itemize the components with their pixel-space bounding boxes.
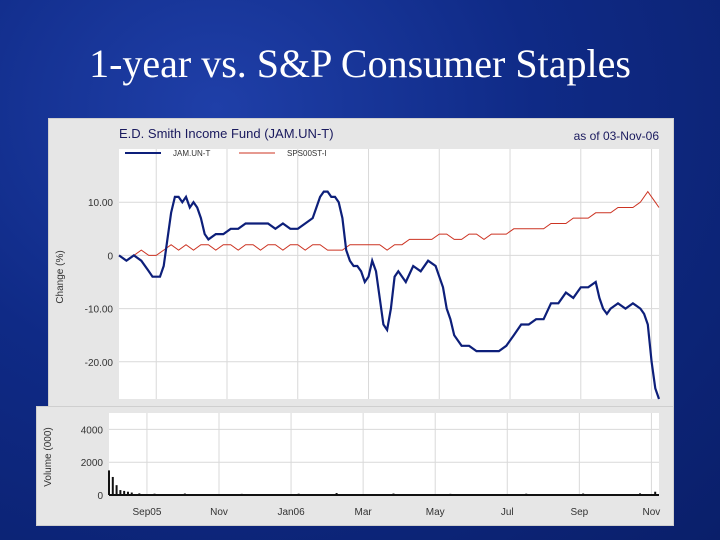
x-tick-label: Jul — [501, 507, 514, 518]
price-chart: 10.00 0 -10.00 -20.00 E.D. Smith Income Fun… — [55, 126, 661, 400]
volume-bar — [111, 476, 114, 495]
volume-chart-panel: 4000 2000 0 Sep05 Nov Jan06 Mar May Jul Sep Nov V… — [36, 406, 674, 526]
volume-plot-area — [109, 413, 659, 495]
x-tick-label: Jan06 — [277, 507, 305, 518]
y-tick-label: 2000 — [81, 458, 104, 469]
x-tick-label: Sep — [570, 507, 588, 518]
volume-bar — [123, 490, 126, 495]
legend-label-benchmark: SPS00ST-I — [287, 149, 327, 158]
volume-bar — [108, 470, 110, 495]
chart-title: E.D. Smith Income Fund (JAM.UN-T) — [119, 126, 334, 141]
volume-bar — [130, 492, 133, 495]
volume-bar — [126, 491, 129, 495]
x-tick-label: May — [426, 507, 445, 518]
slide-title: 1-year vs. S&P Consumer Staples — [89, 41, 631, 86]
price-grid — [119, 149, 659, 399]
x-tick-label: Nov — [643, 507, 661, 518]
plot-area — [119, 149, 659, 399]
volume-bar — [119, 490, 122, 495]
y-tick-label: -10.00 — [85, 305, 114, 316]
y-tick-label: 4000 — [81, 425, 104, 436]
volume-axis-label: Volume (000) — [43, 427, 54, 486]
x-tick-label: Sep05 — [132, 507, 161, 518]
y-axis-label: Change (%) — [55, 250, 66, 303]
volume-bar — [654, 491, 657, 495]
price-y-ticks: 10.00 0 -10.00 -20.00 — [85, 198, 114, 369]
y-tick-label: 0 — [97, 491, 103, 502]
y-tick-label: -20.00 — [85, 358, 114, 369]
series-line-primary — [118, 190, 661, 400]
series-line-benchmark — [118, 190, 660, 262]
price-chart-panel: 10.00 0 -10.00 -20.00 E.D. Smith Income Fun… — [48, 118, 674, 408]
volume-x-ticks: Sep05 Nov Jan06 Mar May Jul Sep Nov — [132, 507, 660, 518]
volume-bar — [115, 485, 118, 495]
volume-chart: 4000 2000 0 Sep05 Nov Jan06 Mar May Jul Sep Nov V… — [43, 413, 660, 518]
y-tick-label: 10.00 — [88, 198, 113, 209]
y-tick-label: 0 — [107, 251, 113, 262]
x-tick-label: Nov — [210, 507, 228, 518]
volume-bars — [108, 470, 659, 496]
volume-y-ticks: 4000 2000 0 — [81, 425, 104, 502]
legend-label-primary: JAM.UN-T — [173, 149, 210, 158]
x-tick-label: Mar — [355, 507, 373, 518]
as-of-date: as of 03-Nov-06 — [574, 129, 660, 143]
